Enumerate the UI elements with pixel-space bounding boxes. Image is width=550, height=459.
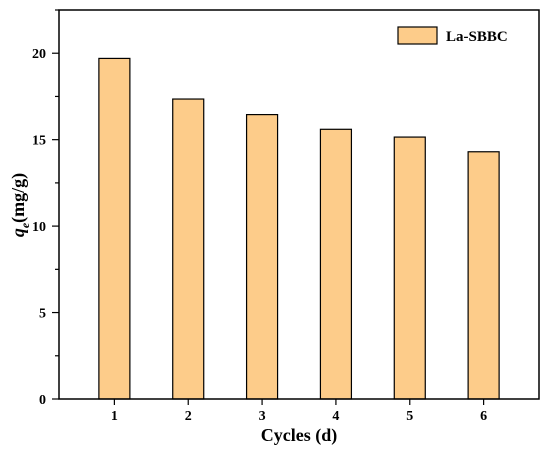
y-tick-label: 20 <box>32 47 46 62</box>
plot-frame <box>58 9 540 400</box>
bar-cycle-6 <box>467 151 500 400</box>
y-tick-label: 10 <box>32 220 46 235</box>
y-tick-label: 15 <box>32 134 46 149</box>
y-tick-label: 0 <box>39 393 46 408</box>
legend-label: La-SBBC <box>446 29 508 45</box>
bar-cycle-4 <box>319 128 353 400</box>
x-axis-title: Cycles (d) <box>261 425 337 446</box>
y-axis-title-main: q <box>8 228 28 237</box>
x-tick-label: 6 <box>480 409 487 424</box>
x-tick-label: 5 <box>406 409 413 424</box>
y-axis-title-sub: e <box>18 222 32 228</box>
x-tick-label: 4 <box>332 409 339 424</box>
y-axis: 0 5 10 15 20 <box>32 9 59 408</box>
legend: La-SBBC <box>397 26 508 45</box>
x-tick-label: 3 <box>259 409 266 424</box>
x-tick-label: 1 <box>111 409 118 424</box>
y-tick-label: 5 <box>39 307 46 322</box>
y-axis-title: qe(mg/g) <box>8 173 32 237</box>
x-tick-label: 2 <box>185 409 192 424</box>
bars-group <box>98 57 500 400</box>
legend-swatch <box>397 26 438 45</box>
bar-cycle-1 <box>98 57 131 400</box>
bar-cycle-5 <box>393 136 426 400</box>
bar-cycle-3 <box>245 113 279 400</box>
bar-cycle-2 <box>172 98 205 400</box>
y-axis-title-unit: (mg/g) <box>8 173 29 223</box>
x-axis: 1 2 3 4 5 6 <box>111 399 487 424</box>
